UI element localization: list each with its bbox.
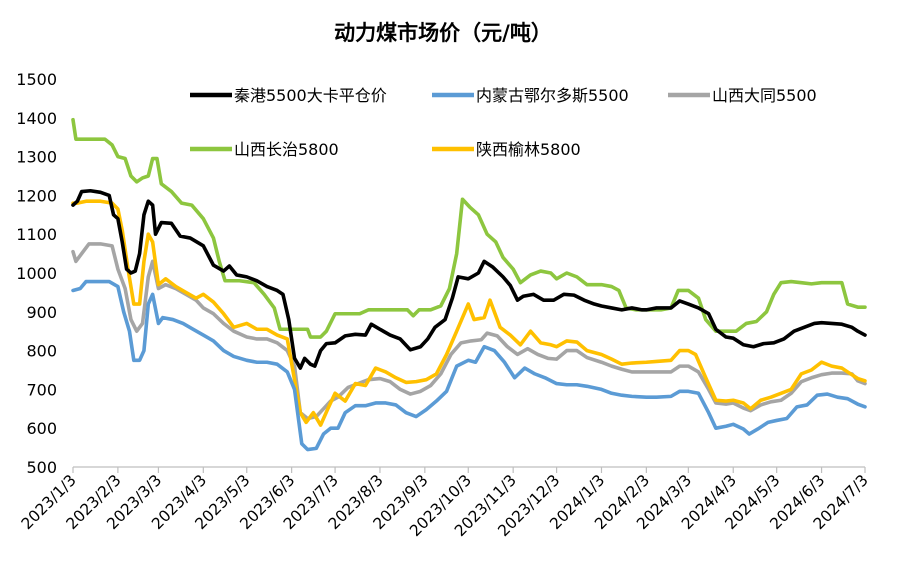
y-tick-label: 700: [26, 380, 57, 399]
legend-label: 内蒙古鄂尔多斯5500: [476, 86, 629, 105]
series-layer: [71, 117, 867, 452]
series-line: [71, 242, 867, 421]
y-tick-label: 600: [26, 419, 57, 438]
legend: 秦港5500大卡平仓价 内蒙古鄂尔多斯5500 山西大同5500 山西长治5800 陕西…: [190, 86, 817, 159]
y-tick-label: 1400: [16, 109, 57, 128]
series-line: [71, 279, 867, 452]
series-line: [71, 117, 867, 339]
y-tick-label: 800: [26, 342, 57, 361]
y-tick-label: 1200: [16, 186, 57, 205]
y-tick-label: 1000: [16, 264, 57, 283]
y-tick-label: 500: [26, 458, 57, 477]
chart-title: 动力煤市场价（元/吨）: [334, 21, 552, 45]
y-tick-label: 1100: [16, 225, 57, 244]
legend-label: 山西长治5800: [234, 140, 339, 159]
series-line: [71, 188, 867, 370]
x-axis: 2023/1/32023/2/32023/3/32023/4/32023/5/3…: [18, 466, 872, 540]
y-tick-label: 1300: [16, 148, 57, 167]
y-tick-label: 1500: [16, 70, 57, 89]
y-tick-label: 900: [26, 303, 57, 322]
y-axis: 500 600 700 800 900 1000 1100 1200 1300 1400 1500: [16, 70, 57, 477]
series-line: [71, 199, 867, 427]
legend-label: 陕西榆林5800: [476, 140, 581, 159]
legend-label: 山西大同5500: [712, 86, 817, 105]
legend-label: 秦港5500大卡平仓价: [234, 86, 387, 105]
